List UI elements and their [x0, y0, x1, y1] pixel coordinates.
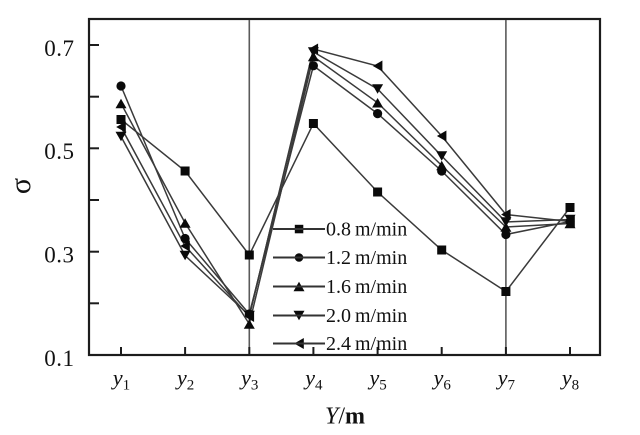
- svg-text:y4: y4: [303, 365, 323, 394]
- svg-text:2.0 m/min: 2.0 m/min: [326, 305, 407, 327]
- svg-text:1.6 m/min: 1.6 m/min: [326, 276, 407, 298]
- svg-text:0.5: 0.5: [44, 139, 74, 164]
- svg-text:y5: y5: [367, 365, 386, 394]
- svg-text:y2: y2: [175, 365, 194, 394]
- svg-text:0.7: 0.7: [44, 36, 74, 61]
- svg-text:1.2 m/min: 1.2 m/min: [326, 247, 407, 269]
- svg-text:Y/m: Y/m: [325, 404, 365, 430]
- svg-text:0.1: 0.1: [44, 346, 74, 371]
- svg-text:y8: y8: [560, 365, 579, 394]
- svg-text:y7: y7: [496, 365, 516, 394]
- svg-text:0.8 m/min: 0.8 m/min: [326, 219, 407, 241]
- svg-text:y6: y6: [432, 365, 452, 394]
- svg-text:y1: y1: [111, 365, 130, 394]
- svg-text:2.4 m/min: 2.4 m/min: [326, 333, 407, 355]
- svg-text:0.3: 0.3: [44, 243, 74, 268]
- svg-text:y3: y3: [239, 365, 258, 394]
- svg-text:σ: σ: [4, 178, 37, 194]
